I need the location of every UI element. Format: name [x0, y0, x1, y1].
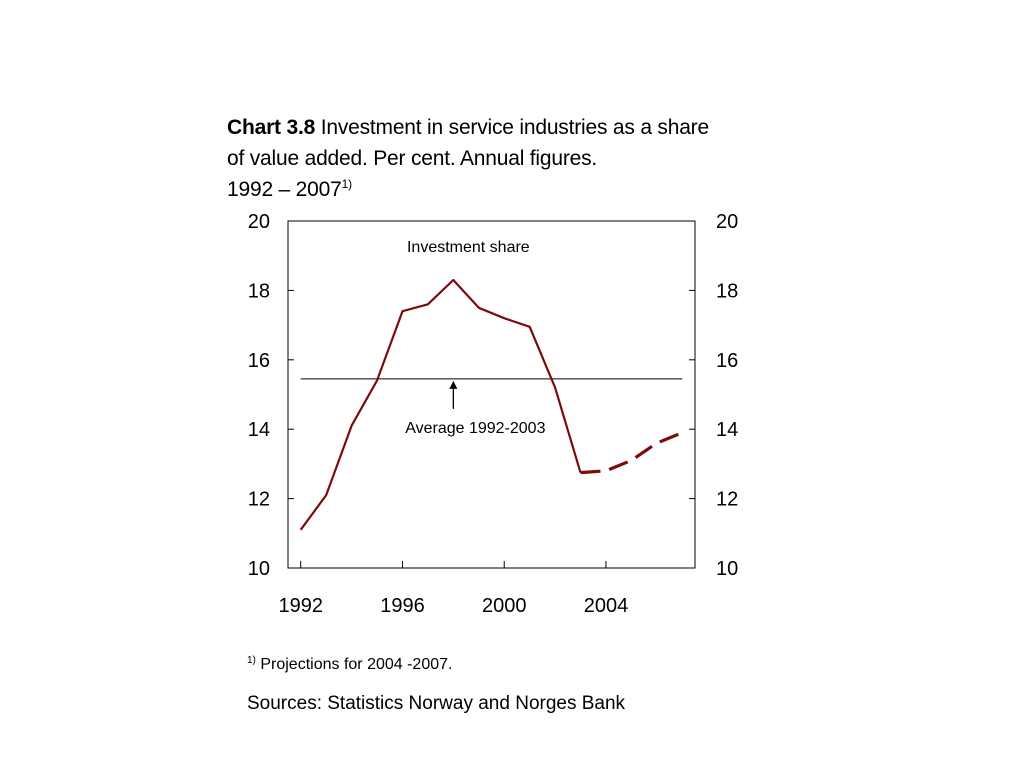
title-line-2: of value added. Per cent. Annual figures…: [227, 147, 598, 170]
chart-number: Chart 3.8: [227, 116, 316, 139]
y-tick-label-left: 20: [248, 211, 270, 233]
footnote-text: Projections for 2004 -2007.: [255, 656, 453, 673]
y-tick-label-left: 16: [248, 350, 270, 372]
x-tick-label: 1996: [380, 595, 425, 617]
sources-note: Sources: Statistics Norway and Norges Ba…: [247, 693, 626, 714]
average-label: Average 1992-2003: [405, 420, 545, 437]
y-tick-label-right: 16: [716, 350, 738, 372]
footnote: 1) Projections for 2004 -2007.: [247, 656, 452, 674]
y-tick-label-left: 18: [248, 280, 270, 302]
y-tick-label-left: 12: [248, 489, 270, 511]
x-tick-label: 1992: [278, 595, 323, 617]
title-line-3: 1992 – 2007: [227, 178, 342, 201]
y-tick-label-left: 14: [248, 419, 270, 441]
series-label: Investment share: [407, 239, 530, 256]
chart-title: Chart 3.8 Investment in service industri…: [227, 112, 747, 205]
plot-frame: [287, 220, 696, 569]
title-footnote-marker: 1): [341, 177, 352, 191]
x-tick-label: 2004: [584, 595, 629, 617]
y-tick-label-right: 20: [716, 211, 738, 233]
average-arrow-head: [449, 380, 458, 389]
y-tick-label-right: 12: [716, 489, 738, 511]
x-tick-label: 2000: [482, 595, 527, 617]
y-tick-label-left: 10: [248, 558, 270, 580]
series-line-actual: [299, 278, 582, 531]
footnote-marker: 1): [247, 655, 256, 666]
title-line-1: Investment in service industries as a sh…: [315, 116, 709, 139]
y-tick-label-right: 10: [716, 558, 738, 580]
y-tick-label-right: 18: [716, 280, 738, 302]
series-line-projection: [580, 431, 683, 475]
y-tick-label-right: 14: [716, 419, 738, 441]
